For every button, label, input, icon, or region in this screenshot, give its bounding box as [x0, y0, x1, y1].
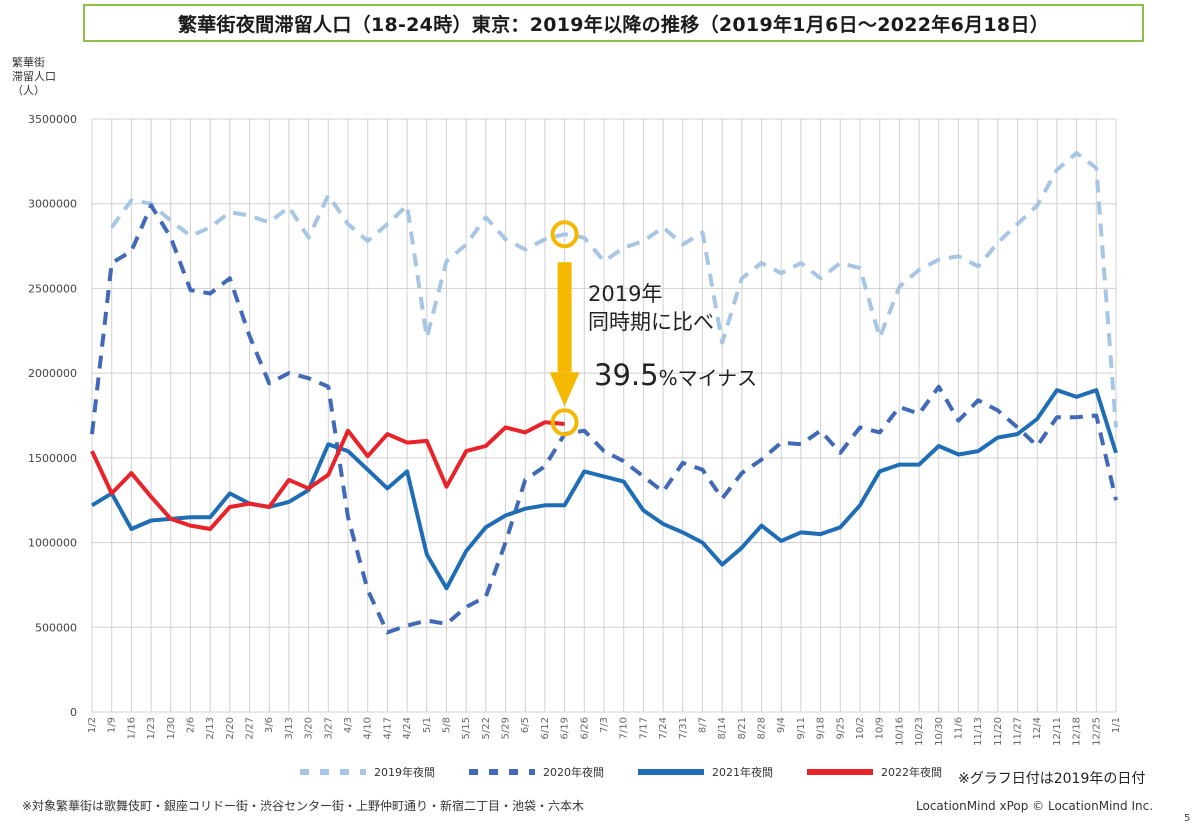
x-tick-label: 4/10: [363, 717, 374, 739]
page-number: 5: [1184, 813, 1191, 824]
x-tick-label: 1/23: [146, 717, 157, 739]
x-tick-label: 4/24: [402, 717, 413, 739]
x-tick-label: 7/24: [658, 717, 669, 739]
annotation-unit: %マイナス: [658, 366, 758, 390]
x-tick-label: 9/4: [776, 717, 787, 733]
x-tick-label: 2/13: [205, 717, 216, 739]
x-tick-label: 9/25: [835, 717, 846, 739]
y-tick-label: 3000000: [28, 198, 77, 211]
page-title: 繁華街夜間滞留人口（18-24時）東京：2019年以降の推移（2019年1月6日…: [177, 13, 1050, 36]
footnote: ※対象繁華街は歌舞伎町・銀座コリドー街・渋谷センター街・上野仲町通り・新宿二丁目…: [22, 799, 585, 813]
legend-swatch-2019: [300, 769, 366, 775]
x-tick-label: 6/5: [520, 717, 531, 733]
title-box: 繁華街夜間滞留人口（18-24時）東京：2019年以降の推移（2019年1月6日…: [83, 4, 1144, 42]
legend-label-2021: 2021年夜間: [712, 766, 773, 779]
x-tick-label: 11/27: [1013, 717, 1024, 746]
x-tick-label: 7/10: [619, 717, 630, 739]
legend-swatch-2022: [807, 769, 873, 775]
annotation-year: 2019年: [588, 282, 663, 306]
x-tick-label: 8/14: [717, 717, 728, 739]
x-tick-label: 10/9: [875, 717, 886, 739]
x-tick-label: 8/28: [757, 717, 768, 739]
x-tick-label: 5/1: [422, 717, 433, 733]
x-tick-label: 1/30: [166, 717, 177, 739]
credit: LocationMind xPop © LocationMind Inc.: [916, 799, 1154, 813]
arrow-shaft: [557, 262, 572, 373]
highlight-circle-2022: [550, 408, 579, 437]
x-tick-label: 3/13: [284, 717, 295, 739]
x-tick-label: 5/29: [501, 717, 512, 739]
x-tick-label: 9/18: [816, 717, 827, 739]
date-note: ※グラフ日付は2019年の日付: [958, 771, 1146, 787]
annotation-percentage: 39.5%マイナス: [594, 358, 757, 392]
x-tick-label: 7/17: [638, 717, 649, 739]
x-tick-label: 4/17: [382, 717, 393, 739]
x-tick-label: 1/16: [126, 717, 137, 739]
y-tick-label: 1000000: [28, 537, 77, 550]
comparison-annotation: 2019年 同時期に比べ: [588, 280, 714, 336]
x-tick-label: 10/2: [855, 717, 866, 739]
x-tick-label: 8/21: [737, 717, 748, 739]
x-tick-label: 6/19: [560, 717, 571, 739]
annotation-text: 同時期に比べ: [588, 310, 714, 334]
x-tick-label: 5/22: [481, 717, 492, 739]
legend-swatch-2020: [469, 769, 535, 775]
y-axis-label-line-3: （人）: [12, 84, 45, 97]
x-tick-label: 10/16: [894, 717, 905, 746]
x-tick-label: 11/13: [973, 717, 984, 746]
x-tick-label: 10/23: [914, 717, 925, 746]
series-line-2019: [110, 150, 1118, 428]
x-tick-label: 9/11: [796, 717, 807, 739]
x-tick-label: 7/3: [599, 717, 610, 733]
x-tick-label: 2/27: [245, 717, 256, 739]
y-tick-label: 1500000: [28, 452, 77, 465]
x-tick-label: 11/20: [993, 717, 1004, 746]
x-tick-label: 5/15: [461, 717, 472, 739]
x-tick-label: 1/2: [87, 717, 98, 733]
y-tick-label: 500000: [35, 621, 77, 634]
y-tick-label: 0: [70, 706, 77, 719]
legend-item-2019: 2019年夜間: [300, 764, 435, 780]
x-tick-label: 8/7: [697, 717, 708, 733]
x-tick-label: 3/20: [304, 717, 315, 739]
x-tick-label: 2/20: [225, 717, 236, 739]
annotation-value: 39.5: [594, 358, 659, 392]
y-axis-label-line-2: 滞留人口: [12, 70, 56, 83]
y-axis-label: 繁華街 滞留人口 （人）: [12, 56, 56, 98]
x-tick-label: 12/4: [1032, 717, 1043, 739]
legend-label-2022: 2022年夜間: [881, 766, 942, 779]
legend-item-2021: 2021年夜間: [638, 764, 773, 780]
chart-legend: 2019年夜間 2020年夜間 2021年夜間 2022年夜間: [300, 764, 976, 780]
series-line-2020: [90, 203, 1118, 635]
arrow-head: [549, 372, 580, 407]
legend-label-2019: 2019年夜間: [374, 766, 435, 779]
x-tick-label: 6/26: [579, 717, 590, 739]
y-tick-label: 2500000: [28, 282, 77, 295]
x-tick-label: 10/30: [934, 717, 945, 746]
x-tick-label: 12/18: [1072, 717, 1083, 746]
series-line-2022: [90, 420, 565, 531]
x-tick-label: 3/6: [264, 717, 275, 733]
x-tick-label: 12/25: [1091, 717, 1102, 746]
x-tick-label: 1/1: [1111, 717, 1122, 733]
legend-swatch-2021: [638, 769, 704, 775]
x-tick-label: 6/12: [540, 717, 551, 739]
x-tick-label: 5/8: [441, 717, 452, 733]
legend-item-2020: 2020年夜間: [469, 764, 604, 780]
y-tick-label: 2000000: [28, 367, 77, 380]
x-tick-label: 1/9: [107, 717, 118, 733]
x-tick-label: 11/6: [953, 717, 964, 739]
x-tick-label: 4/3: [343, 717, 354, 733]
highlight-circle-2019: [550, 220, 579, 249]
legend-item-2022: 2022年夜間: [807, 764, 942, 780]
x-tick-label: 12/11: [1052, 717, 1063, 746]
x-tick-label: 3/27: [323, 717, 334, 739]
x-tick-label: 2/6: [185, 717, 196, 733]
y-tick-label: 3500000: [28, 113, 77, 126]
x-tick-label: 7/31: [678, 717, 689, 739]
legend-label-2020: 2020年夜間: [543, 766, 604, 779]
y-axis-label-line-1: 繁華街: [12, 56, 45, 69]
